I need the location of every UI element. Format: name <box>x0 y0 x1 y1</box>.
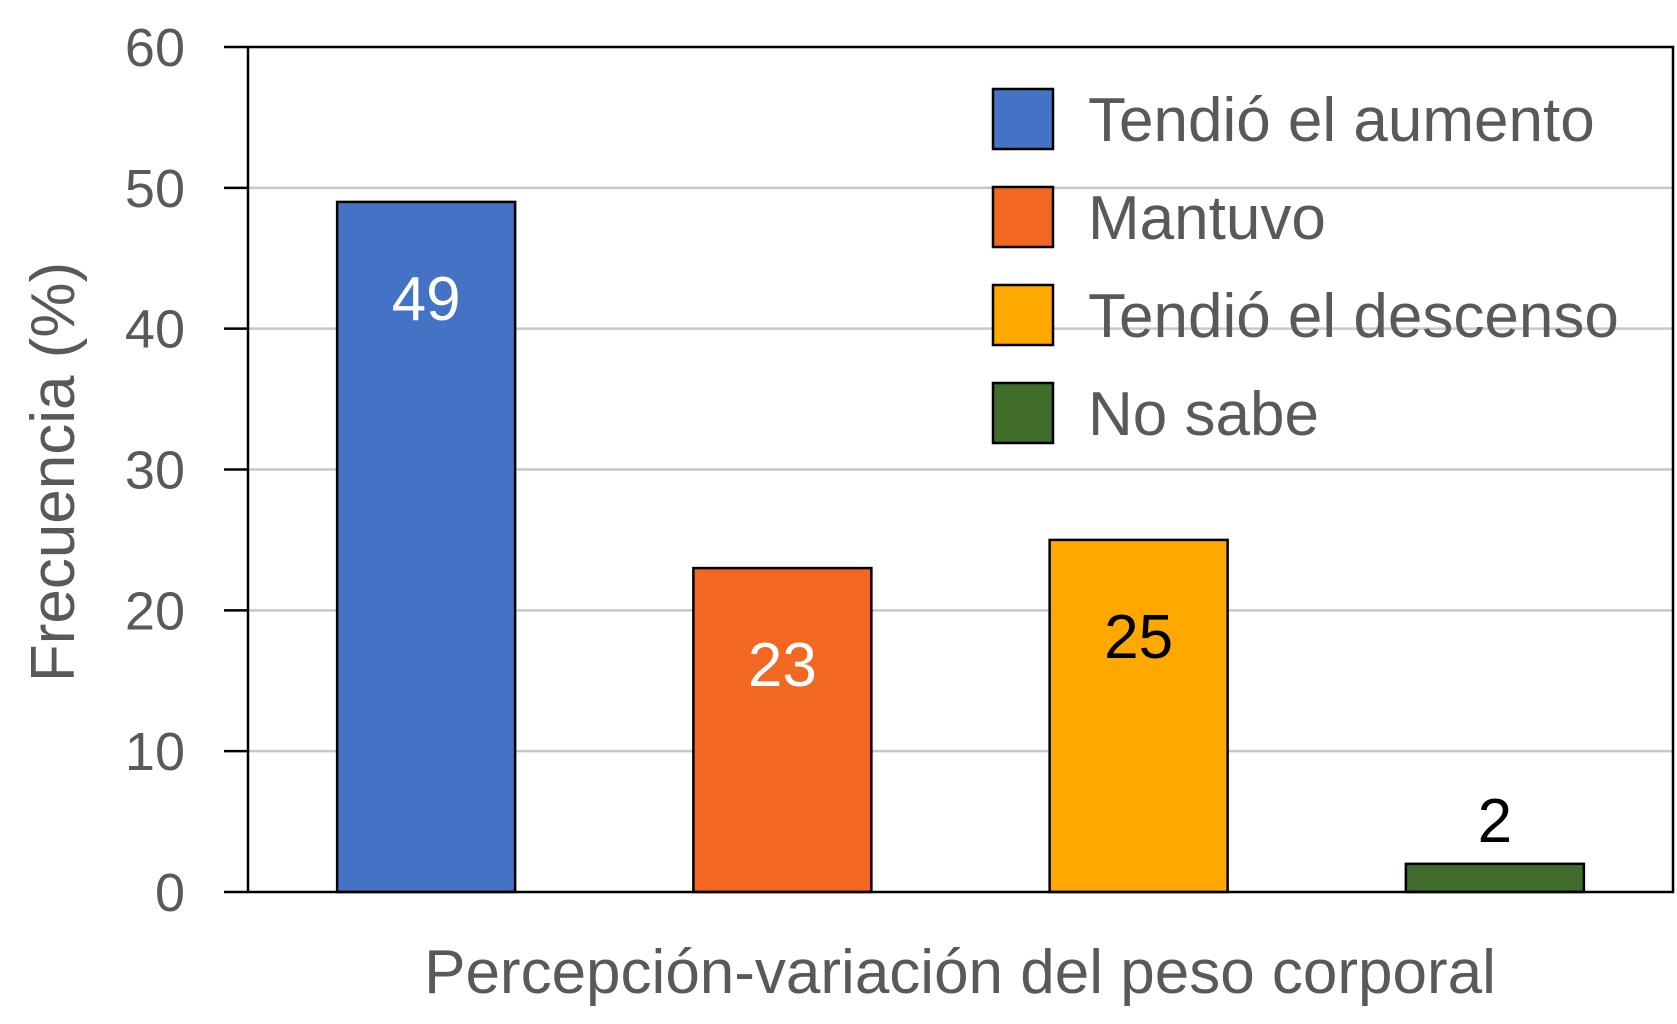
y-tick-label: 10 <box>125 722 185 782</box>
bars <box>335 200 1586 894</box>
legend-swatch-4 <box>991 381 1055 445</box>
y-tick-label: 0 <box>155 863 185 923</box>
x-axis-title: Percepción-variación del peso corporal <box>424 938 1496 1007</box>
data-label-2: 23 <box>748 631 817 700</box>
y-tick-label: 60 <box>125 18 185 78</box>
plot-frame <box>246 45 1675 894</box>
legend-label-4: No sabe <box>1088 380 1319 449</box>
legend-swatch-1 <box>991 87 1055 151</box>
y-tick-label: 50 <box>125 159 185 219</box>
y-tick-label: 30 <box>125 441 185 501</box>
bar-2 <box>692 566 873 894</box>
bar-3 <box>1048 538 1229 894</box>
legend-label-2: Mantuvo <box>1088 184 1326 253</box>
data-label-4: 2 <box>1478 787 1512 856</box>
data-label-3: 25 <box>1104 603 1173 672</box>
legend: Tendió el aumento Mantuvo Tendió el descen… <box>991 86 1619 449</box>
y-axis-title: Frecuencia (%) <box>19 262 88 682</box>
legend-label-1: Tendió el aumento <box>1088 86 1595 155</box>
data-labels: 49 23 25 2 <box>392 265 1512 856</box>
y-axis-ticks: 0 10 20 30 40 50 60 <box>125 18 248 923</box>
legend-swatch-3 <box>991 283 1055 347</box>
data-label-1: 49 <box>392 265 461 334</box>
legend-label-3: Tendió el descenso <box>1088 282 1619 351</box>
y-tick-label: 20 <box>125 581 185 641</box>
bar-1 <box>335 200 517 894</box>
y-tick-label: 40 <box>125 300 185 360</box>
legend-swatch-2 <box>991 185 1055 249</box>
bar-4 <box>1404 862 1586 894</box>
